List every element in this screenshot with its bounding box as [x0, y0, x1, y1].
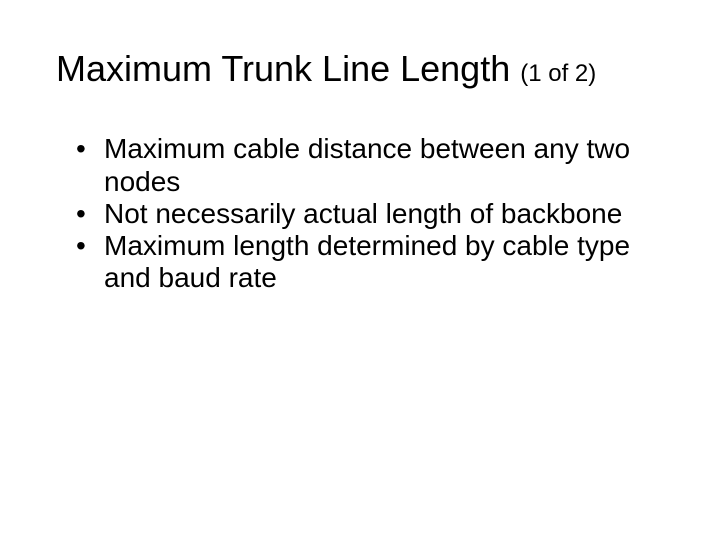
- bullet-list: Maximum cable distance between any two n…: [56, 133, 664, 294]
- slide-title-sub: (1 of 2): [520, 60, 596, 87]
- slide-title: Maximum Trunk Line Length (1 of 2): [56, 48, 664, 89]
- list-item: Maximum length determined by cable type …: [76, 230, 664, 294]
- slide: Maximum Trunk Line Length (1 of 2) Maxim…: [0, 0, 720, 540]
- list-item: Maximum cable distance between any two n…: [76, 133, 664, 197]
- slide-title-main: Maximum Trunk Line Length: [56, 48, 520, 89]
- list-item: Not necessarily actual length of backbon…: [76, 198, 664, 230]
